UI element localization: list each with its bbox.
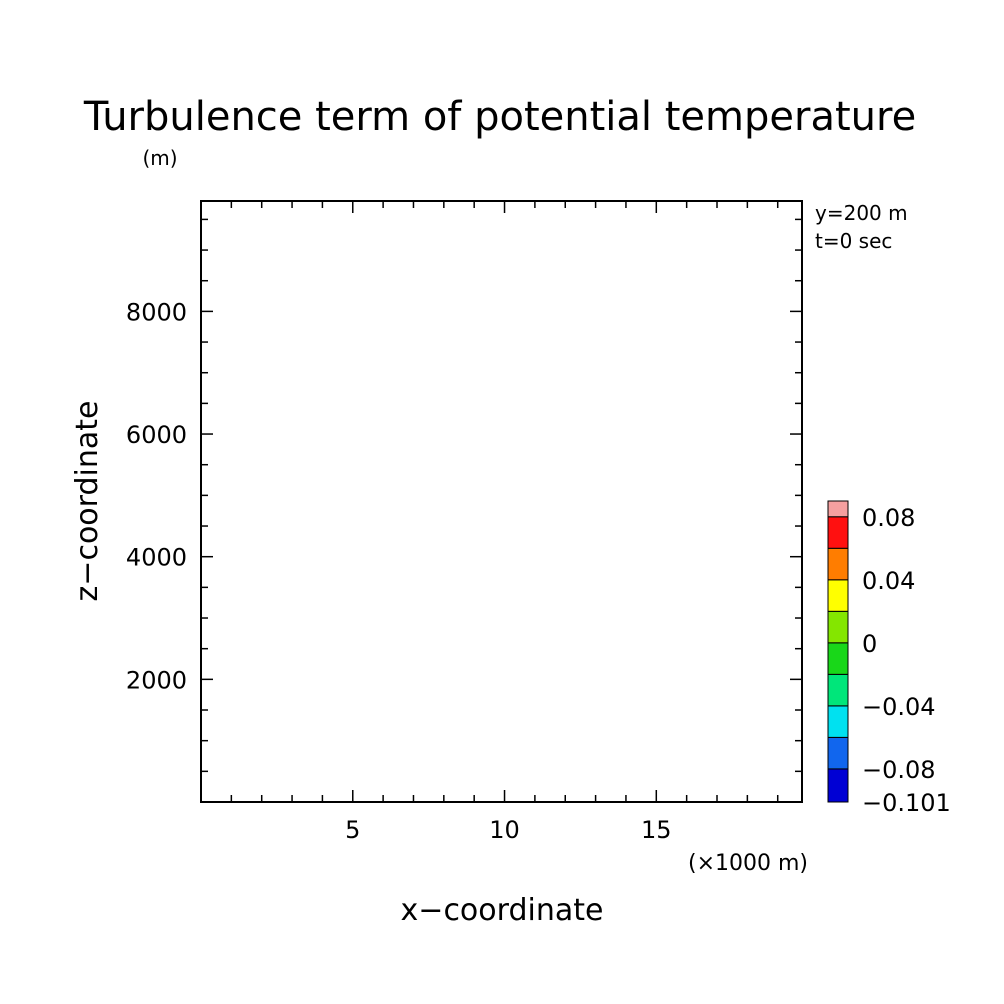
y-axis-label: z−coordinate	[70, 401, 105, 602]
colorbar-segment	[827, 673, 849, 707]
colorbar-label: 0.04	[862, 567, 915, 595]
annotation-t: t=0 sec	[815, 229, 892, 253]
chart-title: Turbulence term of potential temperature	[83, 94, 916, 140]
colorbar-segment	[827, 705, 849, 738]
colorbar-label: 0	[862, 630, 877, 658]
colorbar-segment	[827, 610, 849, 644]
colorbar-label: −0.04	[862, 693, 936, 721]
annotation-y: y=200 m	[815, 201, 908, 225]
colorbar-segment	[827, 768, 849, 803]
colorbar-segment	[827, 642, 849, 675]
colorbar-segment	[827, 579, 849, 612]
x-tick-label: 10	[489, 816, 520, 844]
plot-area	[200, 200, 803, 803]
colorbar-segment	[827, 547, 849, 581]
y-axis-ticks: 2000 4000 6000 8000	[126, 218, 802, 773]
colorbar-label: −0.08	[862, 756, 936, 784]
y-tick-label: 6000	[126, 421, 187, 449]
x-axis-label: x−coordinate	[401, 893, 604, 928]
y-unit-label: (m)	[142, 146, 177, 170]
colorbar-segment	[827, 736, 849, 770]
x-axis-ticks: 5 10 15	[230, 201, 779, 844]
colorbar-label: −0.101	[862, 789, 951, 817]
colorbar-segment	[827, 500, 849, 518]
colorbar: 0.08 0.04 0 −0.04 −0.08 −0.101	[827, 500, 951, 817]
x-tick-label: 15	[641, 816, 672, 844]
y-tick-label: 4000	[126, 544, 187, 572]
colorbar-segment	[827, 516, 849, 549]
x-tick-label: 5	[345, 816, 360, 844]
y-tick-label: 8000	[126, 298, 187, 326]
y-tick-label: 2000	[126, 666, 187, 694]
colorbar-label: 0.08	[862, 504, 915, 532]
x-unit-label: (×1000 m)	[688, 851, 808, 876]
